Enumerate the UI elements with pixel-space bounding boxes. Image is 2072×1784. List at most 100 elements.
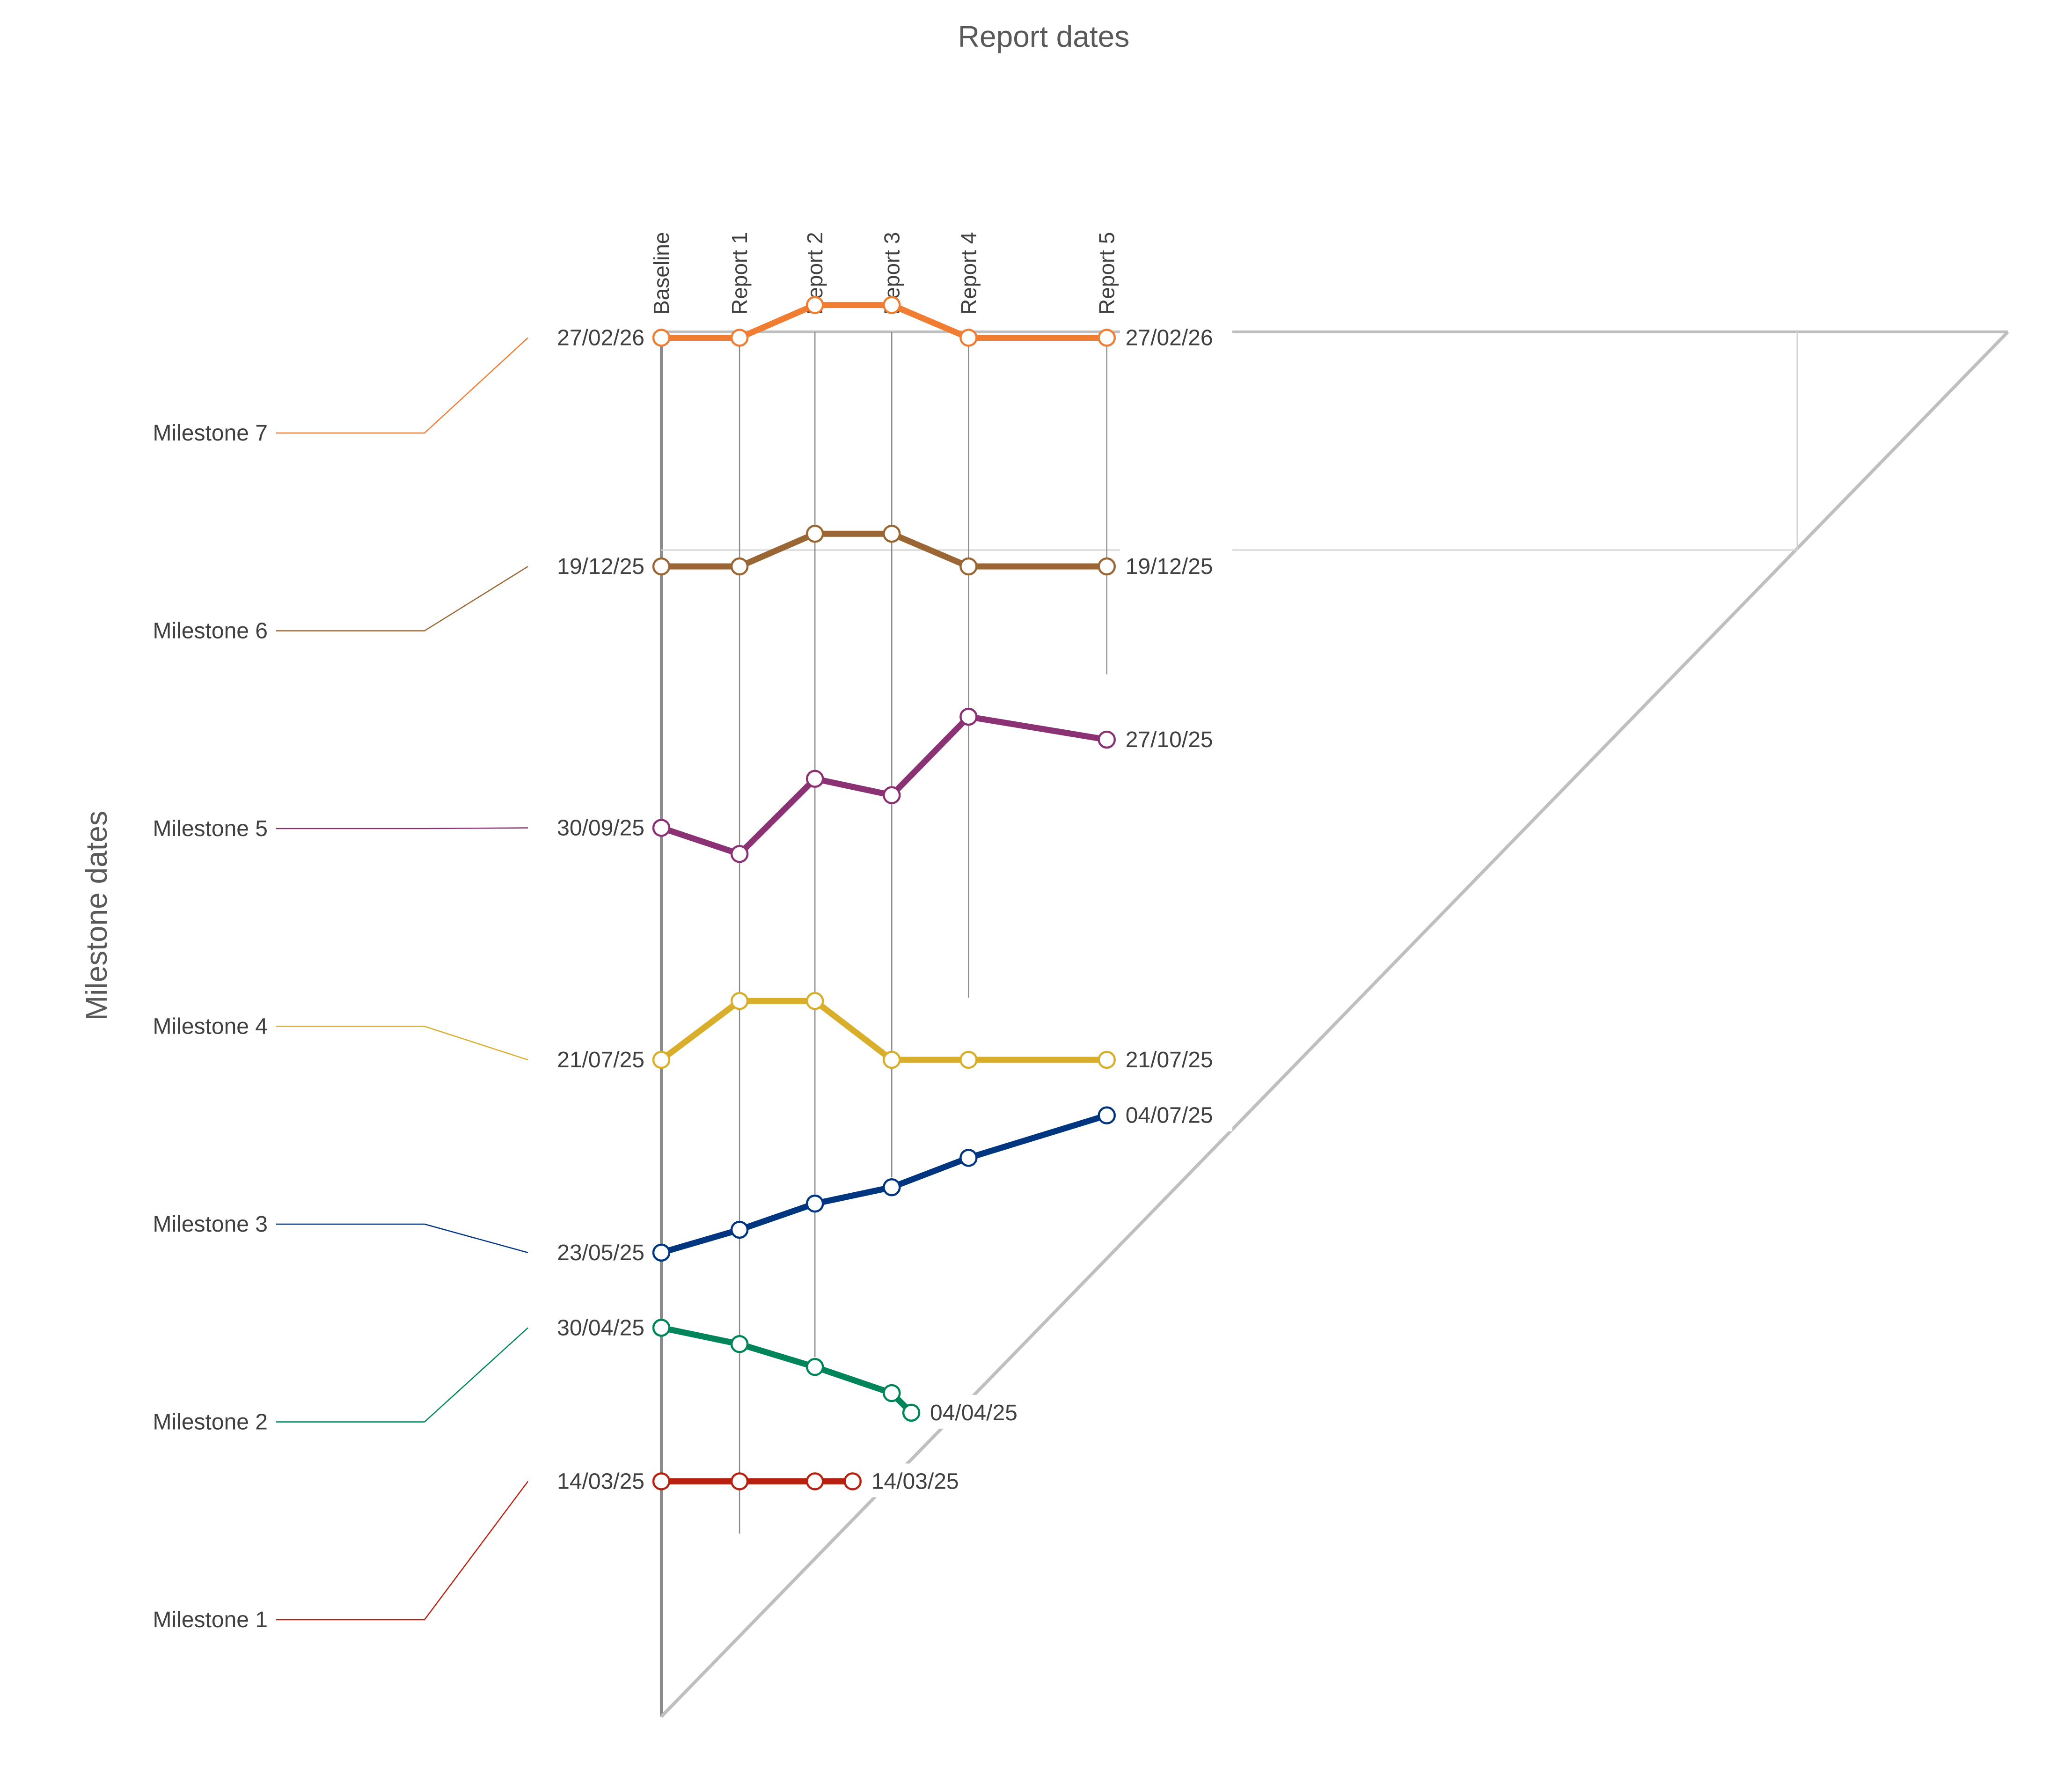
data-point-4 — [959, 329, 978, 347]
series-milestone-3 — [652, 1106, 1116, 1262]
legend-entry-6: Milestone 6 — [153, 565, 528, 644]
tick-label-baseline: Baseline — [649, 232, 674, 315]
data-point-0 — [652, 1050, 671, 1069]
series-milestone-1 — [652, 1472, 862, 1490]
end-date-label-group: 27/10/25 — [1120, 721, 1232, 756]
report-tick-labels: Baseline Report 1 Report 2 Report 3 Report 4… — [649, 232, 1119, 315]
legend-entry-5: Milestone 5 — [153, 816, 528, 841]
milestone-series — [652, 296, 1116, 1490]
data-point-2 — [805, 1472, 824, 1490]
legend-connector — [276, 565, 528, 631]
data-point-1 — [730, 992, 749, 1010]
end-date-label-group: 21/07/25 — [1120, 1042, 1232, 1076]
data-point-1 — [730, 1220, 749, 1239]
data-point-2 — [805, 296, 824, 314]
data-point-2 — [805, 992, 824, 1010]
legend-label: Milestone 1 — [153, 1608, 268, 1632]
data-point-0 — [652, 1243, 671, 1262]
legend-entry-3: Milestone 3 — [153, 1212, 528, 1254]
end-label-background — [865, 1463, 978, 1498]
start-date-label: 21/07/25 — [557, 1048, 644, 1072]
legend-entry-1: Milestone 1 — [153, 1481, 529, 1632]
end-label-background — [1120, 1042, 1232, 1076]
data-point-0 — [652, 329, 671, 347]
chart-frame — [660, 330, 2009, 1718]
series-milestone-6 — [652, 524, 1116, 576]
data-point-4 — [902, 1403, 921, 1422]
data-point-3 — [883, 1384, 901, 1402]
series-milestone-7 — [652, 296, 1116, 347]
data-point-0 — [652, 1472, 671, 1490]
legend-connector — [276, 1481, 529, 1621]
data-point-3 — [883, 1050, 901, 1069]
data-point-0 — [652, 1319, 671, 1337]
data-point-5 — [1098, 557, 1116, 576]
end-date-label: 21/07/25 — [1126, 1048, 1213, 1072]
data-point-0 — [652, 557, 671, 576]
data-point-3 — [843, 1472, 862, 1490]
data-point-1 — [730, 845, 749, 863]
data-point-2 — [805, 1194, 824, 1213]
end-label-background — [1120, 320, 1232, 354]
series-milestone-4 — [652, 992, 1116, 1069]
data-point-5 — [1098, 1106, 1116, 1124]
end-date-label-group: 14/03/25 — [865, 1463, 978, 1498]
legend-entry-2: Milestone 2 — [153, 1327, 528, 1435]
start-date-label: 27/02/26 — [557, 325, 644, 350]
end-label-background — [924, 1395, 1037, 1429]
end-label-background — [1120, 549, 1232, 583]
legend-label: Milestone 6 — [153, 619, 268, 644]
series-line — [658, 530, 1110, 570]
start-date-label: 19/12/25 — [557, 554, 644, 579]
data-point-4 — [959, 1149, 978, 1167]
data-point-2 — [805, 770, 824, 788]
legend-label: Milestone 2 — [153, 1410, 268, 1435]
series-line — [658, 713, 1110, 857]
data-point-5 — [1098, 1050, 1116, 1069]
diagonal-line — [660, 330, 2009, 1718]
series-line — [658, 1324, 915, 1416]
end-date-label-group: 04/07/25 — [1120, 1097, 1232, 1131]
data-point-1 — [730, 1472, 749, 1490]
legend-label: Milestone 5 — [153, 816, 268, 841]
data-point-5 — [1098, 730, 1116, 749]
end-date-label: 27/02/26 — [1126, 325, 1213, 350]
series-milestone-5 — [652, 707, 1116, 863]
milestone-legend: Milestone 1 Milestone 2 Milestone 3 Milesto… — [153, 337, 529, 1632]
data-point-4 — [959, 707, 978, 726]
legend-connector — [276, 827, 528, 830]
end-date-label-group: 04/04/25 — [924, 1395, 1037, 1429]
end-date-label: 19/12/25 — [1126, 554, 1213, 579]
legend-label: Milestone 3 — [153, 1212, 268, 1237]
data-point-3 — [883, 524, 901, 543]
report-gridlines — [739, 332, 1107, 1534]
end-date-label: 14/03/25 — [871, 1469, 959, 1494]
data-point-3 — [883, 296, 901, 314]
legend-connector — [276, 1223, 528, 1254]
legend-connector — [276, 337, 528, 434]
end-date-label: 04/04/25 — [930, 1401, 1018, 1425]
start-date-label: 30/09/25 — [557, 815, 644, 840]
tick-label-report-4: Report 4 — [956, 232, 981, 315]
start-date-label: 30/04/25 — [557, 1315, 644, 1340]
start-date-label: 23/05/25 — [557, 1241, 644, 1265]
end-date-label-group: 27/02/26 — [1120, 320, 1232, 354]
x-axis-title: Report dates — [958, 20, 1129, 53]
tick-label-report-5: Report 5 — [1095, 232, 1119, 315]
end-label-background — [1120, 1097, 1232, 1131]
tick-label-report-1: Report 1 — [727, 232, 752, 315]
legend-connector — [276, 1026, 528, 1061]
end-date-label-group: 19/12/25 — [1120, 549, 1232, 583]
data-point-1 — [730, 329, 749, 347]
series-line — [658, 302, 1110, 341]
data-point-5 — [1098, 329, 1116, 347]
legend-label: Milestone 4 — [153, 1014, 268, 1039]
data-point-1 — [730, 1335, 749, 1353]
date-labels: 14/03/25 14/03/25 30/04/25 04/04/25 23/05/25… — [557, 320, 1232, 1498]
data-point-3 — [883, 1178, 901, 1197]
y-axis-title: Milestone dates — [80, 811, 113, 1020]
end-date-label: 04/07/25 — [1126, 1103, 1213, 1128]
legend-connector — [276, 1327, 528, 1423]
